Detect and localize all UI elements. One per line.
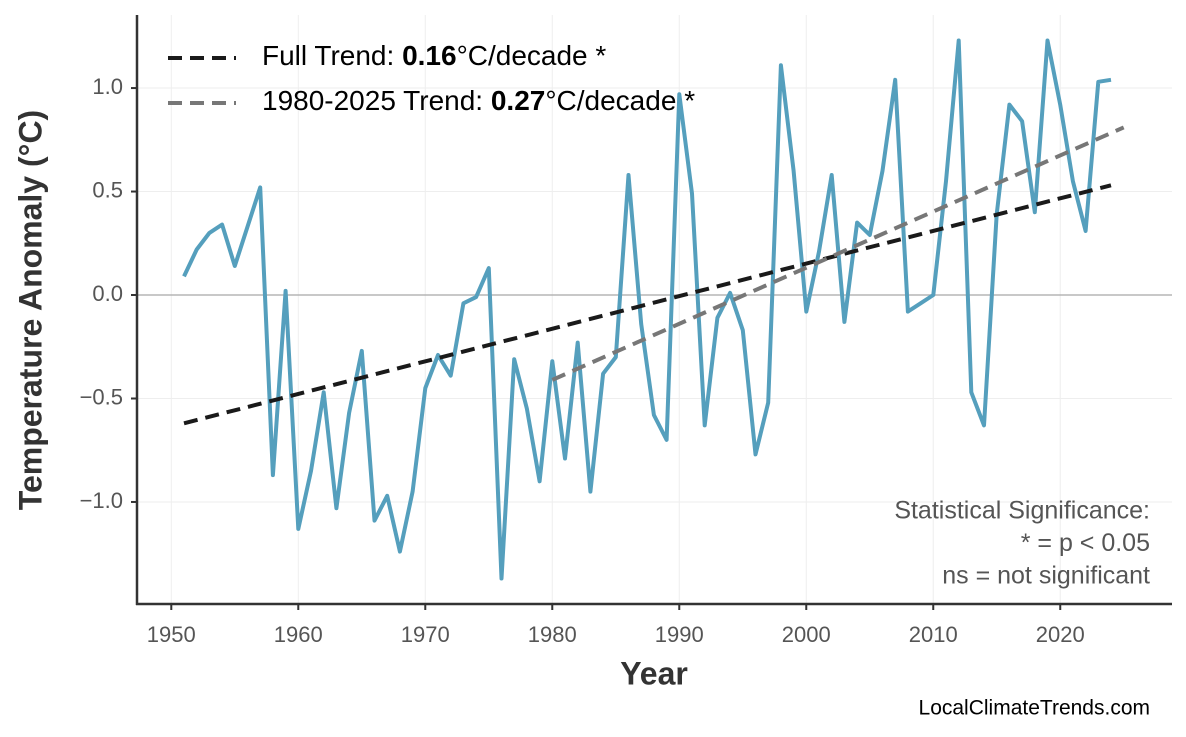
x-tick-label: 1970 [401,622,450,647]
x-axis-title: Year [620,655,688,691]
y-tick-label: 0.5 [92,177,123,202]
legend-significance: * [684,85,695,116]
legend-slope: 0.27 [491,85,546,116]
x-tick-label: 1960 [274,622,323,647]
y-tick-label: 1.0 [92,74,123,99]
x-tick-label: 2020 [1036,622,1085,647]
legend-significance: * [595,40,606,71]
y-tick-label: −1.0 [80,488,123,513]
legend-slope: 0.16 [402,40,457,71]
legend-label: 1980-2025 Trend: 0.27°C/decade * [262,85,695,116]
x-tick-label: 2000 [782,622,831,647]
data-line [182,38,1112,581]
trend-line [551,125,1125,382]
legend-prefix: Full Trend: [262,40,394,71]
y-axis-title: Temperature Anomaly (°C) [12,110,48,510]
x-tick-label: 2010 [909,622,958,647]
legend-unit: °C/decade [545,85,676,116]
legend-label: Full Trend: 0.16°C/decade * [262,40,606,71]
watermark: LocalClimateTrends.com [919,697,1150,720]
trend-line [183,183,1112,426]
x-tick-label: 1990 [655,622,704,647]
annotation: Statistical Significance: [894,497,1150,525]
annotation: * = p < 0.05 [1021,529,1150,557]
annotation: ns = not significant [942,562,1150,590]
y-tick-label: −0.5 [80,384,123,409]
x-tick-label: 1950 [147,622,196,647]
x-tick-label: 1980 [528,622,577,647]
y-tick-label: 0.0 [92,281,123,306]
legend-unit: °C/decade [457,40,588,71]
legend-prefix: 1980-2025 Trend: [262,85,483,116]
